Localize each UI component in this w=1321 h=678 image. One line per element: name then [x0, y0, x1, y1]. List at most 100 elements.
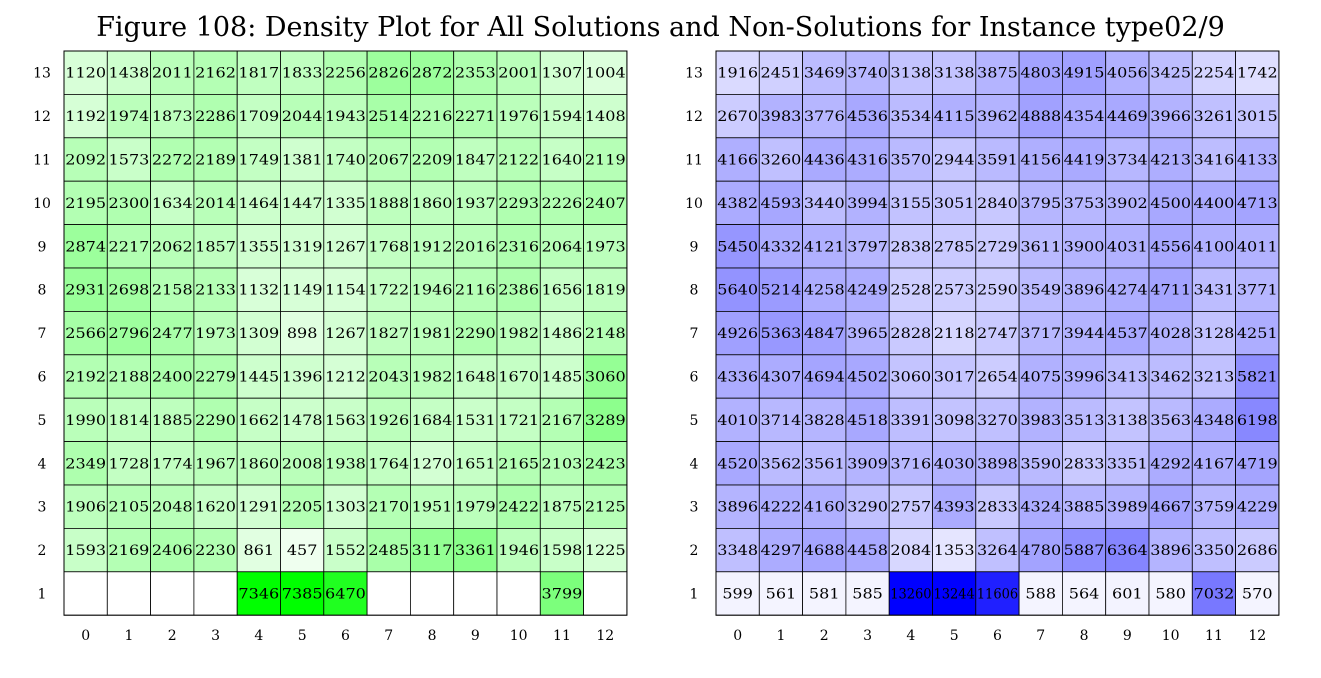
- cell-value-label: 4031: [1107, 239, 1148, 255]
- cell-value-label: 1594: [542, 109, 583, 125]
- heatmap-cell: [193, 571, 238, 616]
- heatmap-cell: [106, 354, 152, 399]
- cell-value-label: 1651: [455, 456, 496, 472]
- cell-value-label: 1662: [238, 413, 279, 429]
- cell-value-label: 1974: [109, 109, 150, 125]
- heatmap-cell: [1105, 397, 1150, 443]
- heatmap-cell: [323, 528, 368, 573]
- heatmap-cell: [1235, 180, 1280, 225]
- cell-value-label: 2872: [412, 66, 453, 82]
- heatmap-cell: [236, 441, 281, 486]
- cell-value-label: 1973: [195, 326, 236, 342]
- cell-value-label: 1814: [109, 413, 150, 429]
- heatmap-cell: [150, 224, 195, 269]
- y-tick-label: 11: [685, 153, 703, 169]
- heatmap-cell: [150, 354, 195, 399]
- cell-value-label: 2286: [195, 109, 236, 125]
- heatmap-cell: [496, 224, 541, 269]
- cell-value-label: 3213: [1194, 370, 1235, 386]
- cell-value-label: 898: [287, 326, 318, 342]
- cell-value-label: 4500: [1150, 196, 1191, 212]
- heatmap-cell: [845, 267, 890, 312]
- heatmap-cell: [1235, 528, 1280, 573]
- cell-value-label: 3138: [890, 66, 931, 82]
- cell-value-label: 2757: [890, 500, 931, 516]
- cell-value-label: 588: [1025, 587, 1056, 603]
- cell-value-label: 2167: [542, 413, 583, 429]
- cell-value-label: 2386: [498, 283, 539, 299]
- heatmap-cell: [453, 224, 498, 269]
- cell-value-label: 1946: [412, 283, 453, 299]
- heatmap-cell: [280, 180, 325, 225]
- heatmap-cell: [106, 571, 152, 616]
- cell-value-label: 2290: [455, 326, 496, 342]
- cell-value-label: 4121: [804, 239, 845, 255]
- heatmap-cell: [845, 224, 890, 269]
- heatmap-cell: [193, 94, 238, 139]
- heatmap-cell: [496, 180, 541, 225]
- cell-value-label: 2785: [934, 239, 975, 255]
- cell-value-label: 1990: [65, 413, 106, 429]
- y-tick-label: 11: [33, 153, 51, 169]
- cell-value-label: 3799: [542, 587, 583, 603]
- heatmap-cell: [539, 137, 584, 182]
- heatmap-cell: [888, 94, 933, 139]
- cell-value-label: 4166: [717, 153, 758, 169]
- y-tick-label: 9: [38, 239, 47, 255]
- cell-value-label: 2011: [152, 66, 193, 82]
- cell-value-label: 2833: [977, 500, 1018, 516]
- cell-value-label: 4469: [1107, 109, 1148, 125]
- y-tick-label: 2: [38, 543, 47, 559]
- cell-value-label: 2148: [585, 326, 626, 342]
- heatmap-cell: [366, 224, 411, 269]
- cell-value-label: 3469: [804, 66, 845, 82]
- cell-value-label: 6470: [325, 587, 366, 603]
- x-tick-label: 0: [81, 628, 90, 644]
- x-tick-label: 10: [510, 628, 528, 644]
- cell-value-label: 6198: [1237, 413, 1278, 429]
- cell-value-label: 1885: [152, 413, 193, 429]
- cell-value-label: 1764: [368, 456, 409, 472]
- heatmap-cell: [583, 94, 628, 139]
- y-tick-label: 6: [690, 370, 699, 386]
- heatmap-cell: [496, 94, 541, 139]
- heatmap-cell: [1062, 267, 1107, 312]
- heatmap-cell: [539, 224, 584, 269]
- cell-value-label: 4502: [847, 370, 888, 386]
- cell-value-label: 3261: [1194, 109, 1235, 125]
- heatmap-cell: [583, 484, 628, 529]
- cell-value-label: 3098: [934, 413, 975, 429]
- cell-value-label: 3260: [761, 153, 802, 169]
- cell-value-label: 3591: [977, 153, 1018, 169]
- cell-value-label: 2116: [455, 283, 496, 299]
- heatmap-cell: [236, 354, 281, 399]
- heatmap-cell: [236, 137, 281, 182]
- cell-value-label: 2654: [977, 370, 1018, 386]
- cell-value-label: 2192: [65, 370, 106, 386]
- cell-value-label: 2279: [195, 370, 236, 386]
- cell-value-label: 1937: [455, 196, 496, 212]
- heatmap-cell: [1018, 528, 1063, 573]
- heatmap-cell: [323, 484, 368, 529]
- cell-value-label: 3440: [804, 196, 845, 212]
- x-tick-label: 11: [553, 628, 571, 644]
- cell-value-label: 2092: [65, 153, 106, 169]
- cell-value-label: 581: [809, 587, 840, 603]
- heatmap-cell: [539, 354, 584, 399]
- cell-value-label: 1445: [238, 370, 279, 386]
- heatmap-cell: [1148, 50, 1193, 95]
- cell-value-label: 4393: [934, 500, 975, 516]
- cell-value-label: 3966: [1150, 109, 1191, 125]
- y-tick-label: 10: [685, 196, 703, 212]
- x-tick-label: 2: [820, 628, 829, 644]
- cell-value-label: 1740: [325, 153, 366, 169]
- cell-value-label: 1670: [498, 370, 539, 386]
- cell-value-label: 3900: [1064, 239, 1105, 255]
- cell-value-label: 2062: [152, 239, 193, 255]
- cell-value-label: 3264: [977, 543, 1018, 559]
- cell-value-label: 4458: [847, 543, 888, 559]
- cell-value-label: 3740: [847, 66, 888, 82]
- cell-value-label: 2122: [498, 153, 539, 169]
- heatmap-cell: [193, 180, 238, 225]
